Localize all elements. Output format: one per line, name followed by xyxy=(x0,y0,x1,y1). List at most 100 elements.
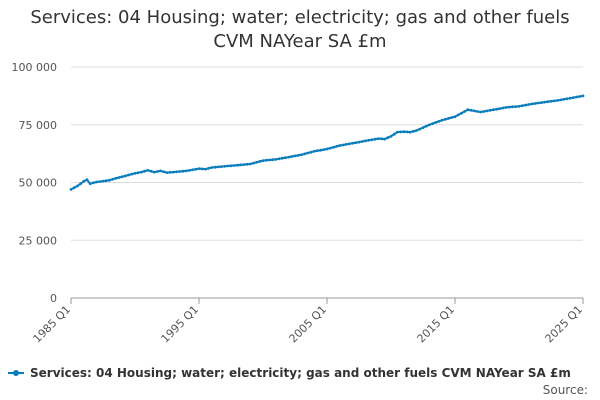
data-point[interactable] xyxy=(264,158,268,162)
data-point[interactable] xyxy=(399,130,402,134)
data-point[interactable] xyxy=(117,176,121,179)
data-point[interactable] xyxy=(556,99,559,102)
data-point[interactable] xyxy=(316,149,319,153)
data-point[interactable] xyxy=(383,137,386,141)
data-point[interactable] xyxy=(396,130,399,134)
data-point[interactable] xyxy=(76,184,79,188)
data-point[interactable] xyxy=(440,118,444,122)
data-point[interactable] xyxy=(184,169,188,173)
data-point[interactable] xyxy=(354,141,358,145)
data-point[interactable] xyxy=(530,102,534,106)
data-point[interactable] xyxy=(242,163,246,167)
data-point[interactable] xyxy=(232,164,236,167)
data-point[interactable] xyxy=(495,107,498,111)
data-point[interactable] xyxy=(306,151,310,155)
data-point[interactable] xyxy=(165,171,169,175)
data-point[interactable] xyxy=(287,155,290,159)
legend[interactable]: Services: 04 Housing; water; electricity… xyxy=(8,364,598,382)
data-point[interactable] xyxy=(412,129,415,133)
data-point[interactable] xyxy=(178,170,182,173)
data-point[interactable] xyxy=(236,163,239,167)
data-point[interactable] xyxy=(392,132,396,136)
data-point[interactable] xyxy=(172,170,175,174)
data-point[interactable] xyxy=(248,162,252,166)
data-point[interactable] xyxy=(280,156,284,160)
data-point[interactable] xyxy=(309,150,313,154)
data-point[interactable] xyxy=(536,101,540,105)
data-point[interactable] xyxy=(360,140,364,143)
data-point[interactable] xyxy=(290,155,294,158)
data-point[interactable] xyxy=(472,109,476,113)
data-point[interactable] xyxy=(261,159,265,163)
data-point[interactable] xyxy=(95,180,98,184)
data-point[interactable] xyxy=(88,182,92,186)
data-point[interactable] xyxy=(92,181,95,185)
data-point[interactable] xyxy=(268,158,271,162)
data-point[interactable] xyxy=(364,139,367,143)
data-point[interactable] xyxy=(133,171,137,175)
data-point[interactable] xyxy=(434,121,438,124)
data-point[interactable] xyxy=(380,137,383,141)
data-point[interactable] xyxy=(162,170,166,174)
data-point[interactable] xyxy=(143,169,147,173)
data-point[interactable] xyxy=(328,146,332,150)
data-point[interactable] xyxy=(488,108,492,112)
data-point[interactable] xyxy=(562,97,566,101)
data-point[interactable] xyxy=(194,167,198,171)
data-point[interactable] xyxy=(351,141,354,145)
data-point[interactable] xyxy=(559,98,562,102)
data-point[interactable] xyxy=(146,168,150,172)
data-point[interactable] xyxy=(325,147,329,151)
data-point[interactable] xyxy=(191,168,195,172)
data-point[interactable] xyxy=(469,108,473,112)
data-point[interactable] xyxy=(85,178,89,182)
data-point[interactable] xyxy=(152,170,156,174)
data-point[interactable] xyxy=(159,169,163,173)
data-point[interactable] xyxy=(252,161,255,165)
data-point[interactable] xyxy=(72,186,76,190)
data-point[interactable] xyxy=(223,164,227,168)
data-point[interactable] xyxy=(335,145,338,148)
data-point[interactable] xyxy=(447,117,450,120)
data-point[interactable] xyxy=(520,104,524,108)
data-point[interactable] xyxy=(136,171,140,175)
data-point[interactable] xyxy=(168,170,172,174)
data-point[interactable] xyxy=(546,100,550,104)
data-point[interactable] xyxy=(338,144,342,147)
data-point[interactable] xyxy=(127,173,130,177)
data-point[interactable] xyxy=(175,170,179,174)
data-point[interactable] xyxy=(69,188,73,191)
data-point[interactable] xyxy=(220,165,223,169)
data-point[interactable] xyxy=(437,119,441,123)
data-point[interactable] xyxy=(421,126,425,129)
data-point[interactable] xyxy=(111,177,114,181)
data-point[interactable] xyxy=(466,108,470,112)
data-point[interactable] xyxy=(319,148,322,152)
data-point[interactable] xyxy=(386,136,390,140)
data-point[interactable] xyxy=(140,170,143,174)
data-point[interactable] xyxy=(181,169,185,173)
data-point[interactable] xyxy=(418,127,422,131)
data-point[interactable] xyxy=(428,123,431,127)
data-point[interactable] xyxy=(424,124,428,128)
data-point[interactable] xyxy=(229,164,233,168)
data-point[interactable] xyxy=(370,138,374,142)
data-point[interactable] xyxy=(456,113,460,117)
data-point[interactable] xyxy=(200,167,204,171)
data-point[interactable] xyxy=(322,148,326,152)
data-point[interactable] xyxy=(348,142,351,146)
data-point[interactable] xyxy=(453,115,457,119)
data-point[interactable] xyxy=(498,107,502,110)
data-point[interactable] xyxy=(332,145,335,149)
data-point[interactable] xyxy=(492,108,495,112)
data-point[interactable] xyxy=(540,101,543,104)
data-point[interactable] xyxy=(517,104,521,108)
data-point[interactable] xyxy=(444,117,447,121)
data-point[interactable] xyxy=(376,137,380,141)
data-point[interactable] xyxy=(552,99,556,103)
data-point[interactable] xyxy=(293,154,297,158)
data-point[interactable] xyxy=(82,179,86,183)
data-point[interactable] xyxy=(341,143,345,147)
data-point[interactable] xyxy=(450,116,454,119)
data-point[interactable] xyxy=(533,102,537,105)
